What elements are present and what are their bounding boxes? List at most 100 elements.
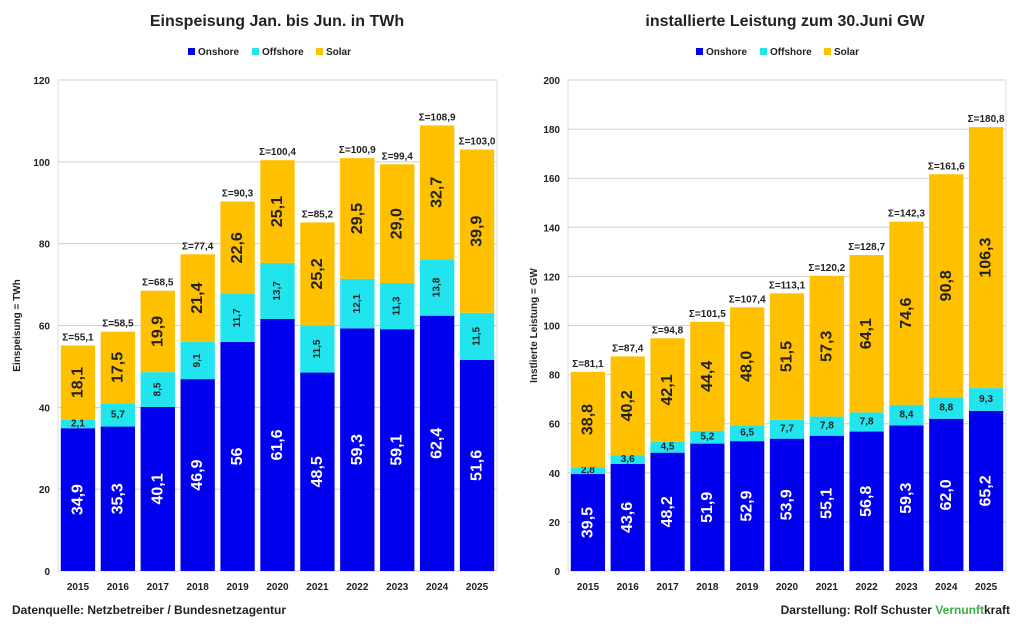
bar-onshore-2018: [180, 379, 215, 571]
data-label-onshore-2025: 51,6: [469, 450, 486, 481]
data-label-offshore-2021: 11,5: [312, 339, 323, 358]
data-label-offshore-2019: 6,5: [740, 428, 754, 439]
x-category-label-2022: 2022: [856, 582, 879, 593]
data-label-solar-2022: 64,1: [858, 318, 875, 349]
bar-offshore-2024: [929, 397, 964, 419]
data-label-offshore-2020: 7,7: [780, 424, 794, 435]
bar-solar-2017: [650, 338, 685, 442]
legend-label-offshore: Offshore: [262, 47, 304, 58]
total-label-2023: Σ=99,4: [382, 151, 414, 162]
data-label-solar-2016: 17,5: [109, 352, 126, 383]
bar-solar-2016: [610, 356, 645, 456]
x-category-label-2024: 2024: [935, 582, 958, 593]
data-label-offshore-2023: 8,4: [900, 410, 914, 421]
credit-prefix: Darstellung: Rolf Schuster: [781, 603, 936, 617]
x-category-label-2016: 2016: [107, 582, 130, 593]
y-tick-label: 100: [543, 322, 560, 333]
bar-onshore-2019: [730, 441, 765, 571]
data-label-solar-2015: 18,1: [69, 367, 86, 398]
data-label-solar-2019: 48,0: [739, 351, 756, 382]
y-tick-label: 80: [549, 371, 561, 382]
data-label-solar-2025: 106,3: [978, 238, 995, 278]
data-label-solar-2018: 44,4: [699, 361, 716, 392]
legend-label-onshore: Onshore: [706, 47, 748, 58]
data-label-onshore-2018: 51,9: [699, 492, 716, 523]
total-label-2016: Σ=87,4: [612, 343, 644, 354]
bar-offshore-2023: [889, 404, 924, 426]
data-label-solar-2015: 38,8: [579, 404, 596, 435]
data-label-offshore-2016: 5,7: [111, 409, 125, 420]
total-label-2023: Σ=142,3: [888, 209, 925, 220]
bar-offshore-2015: [60, 419, 96, 429]
y-tick-label: 160: [543, 174, 560, 185]
data-label-offshore-2017: 8,5: [152, 382, 163, 396]
data-label-onshore-2021: 48,5: [309, 456, 326, 487]
legend-label-solar: Solar: [834, 47, 859, 58]
bar-offshore-2020: [260, 262, 295, 319]
bar-offshore-2021: [300, 325, 335, 373]
data-label-solar-2018: 21,4: [189, 282, 206, 313]
data-label-offshore-2025: 9,3: [979, 394, 993, 405]
data-label-onshore-2023: 59,3: [898, 483, 915, 514]
total-label-2018: Σ=101,5: [689, 309, 726, 320]
y-axis-title: Instlierte Leistung = GW: [529, 268, 540, 383]
data-label-solar-2024: 32,7: [429, 177, 446, 208]
total-label-2017: Σ=94,8: [652, 325, 684, 336]
chart-einspeisung: Einspeisung Jan. bis Jun. in TWh Onshore O…: [12, 13, 498, 593]
y-tick-label: 100: [33, 158, 50, 169]
data-label-offshore-2022: 12,1: [352, 293, 363, 313]
bar-onshore-2025: [459, 359, 495, 571]
total-label-2022: Σ=100,9: [339, 145, 376, 156]
bar-offshore-2021: [809, 416, 844, 436]
bar-onshore-2021: [809, 435, 844, 571]
data-label-onshore-2019: 52,9: [739, 490, 756, 521]
bar-solar-2017: [140, 290, 175, 373]
x-category-label-2017: 2017: [147, 582, 170, 593]
bar-onshore-2019: [220, 341, 255, 571]
data-label-solar-2016: 40,2: [619, 390, 636, 421]
bar-offshore-2025: [459, 312, 495, 360]
bar-solar-2018: [180, 254, 215, 342]
bar-offshore-2023: [380, 282, 415, 330]
x-category-label-2020: 2020: [776, 582, 799, 593]
y-tick-label: 80: [39, 240, 51, 251]
chart-title: installierte Leistung zum 30.Juni GW: [645, 13, 925, 30]
legend-swatch-solar: [824, 48, 831, 55]
legend-swatch-onshore: [188, 48, 195, 55]
x-category-label-2024: 2024: [426, 582, 449, 593]
x-category-label-2016: 2016: [617, 582, 640, 593]
bar-onshore-2018: [690, 443, 725, 571]
total-label-2015: Σ=81,1: [572, 359, 604, 370]
data-label-onshore-2018: 46,9: [189, 459, 206, 490]
credit-brand-green: Vernunft: [935, 603, 984, 617]
total-label-2021: Σ=120,2: [808, 263, 845, 274]
y-tick-label: 20: [39, 485, 51, 496]
y-axis-title: Einspeisung = TWh: [12, 279, 23, 372]
bar-onshore-2020: [769, 438, 805, 571]
x-category-label-2021: 2021: [816, 582, 839, 593]
data-label-solar-2019: 22,6: [229, 232, 246, 263]
bar-onshore-2017: [140, 406, 175, 571]
x-category-label-2018: 2018: [187, 582, 210, 593]
x-category-label-2025: 2025: [975, 582, 998, 593]
data-label-solar-2025: 39,9: [469, 216, 486, 247]
y-tick-label: 60: [549, 420, 561, 431]
legend-swatch-offshore: [252, 48, 259, 55]
bar-offshore-2025: [968, 388, 1004, 411]
data-label-onshore-2024: 62,4: [429, 428, 446, 459]
data-label-offshore-2022: 7,8: [860, 416, 874, 427]
data-label-onshore-2025: 65,2: [978, 475, 995, 506]
bar-offshore-2022: [849, 412, 884, 432]
total-label-2016: Σ=58,5: [102, 319, 134, 330]
bar-offshore-2015: [570, 467, 606, 475]
data-source-note: Datenquelle: Netzbetreiber / Bundesnetza…: [12, 603, 286, 617]
bar-onshore-2023: [380, 329, 415, 571]
y-tick-label: 120: [33, 76, 50, 87]
data-label-onshore-2019: 56: [229, 447, 246, 465]
data-label-offshore-2018: 5,2: [700, 432, 714, 443]
y-tick-label: 140: [543, 223, 560, 234]
data-label-solar-2021: 25,2: [309, 258, 326, 289]
data-label-onshore-2021: 55,1: [818, 488, 835, 519]
bar-solar-2020: [769, 293, 805, 420]
